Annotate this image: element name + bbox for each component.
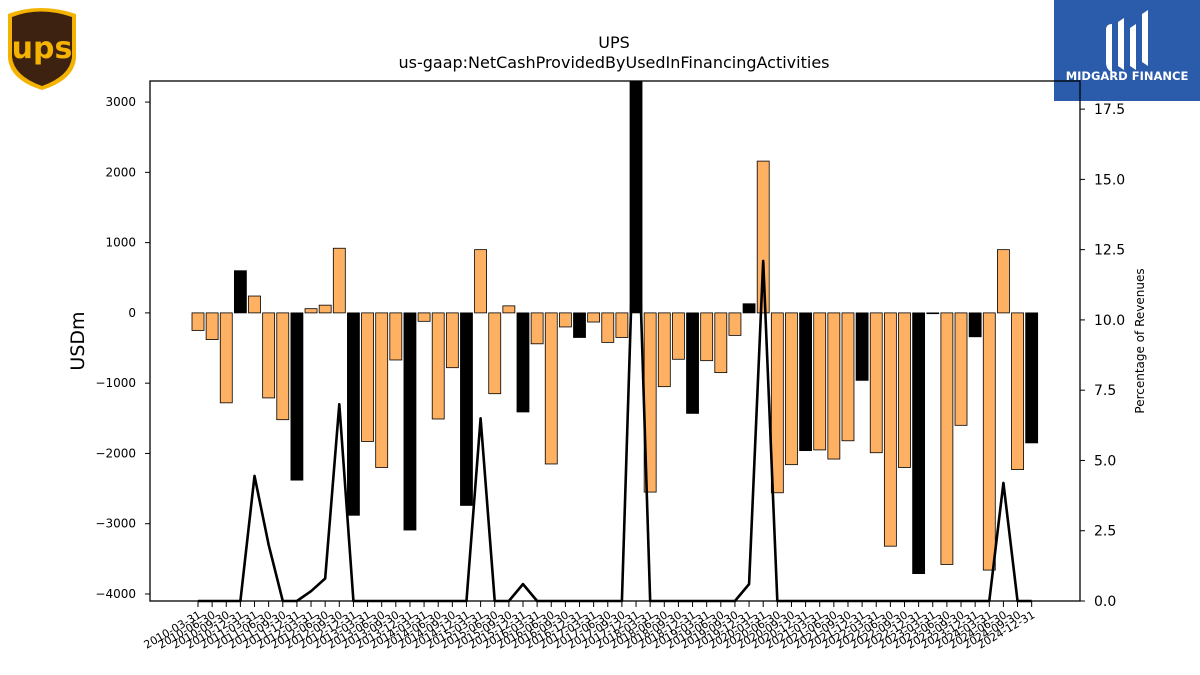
y-axis-right: 0.0 2.5 5.0 7.5 10.0 12.5 15.0 17.5 [1080, 102, 1125, 610]
bar-2011-09-30 [276, 312, 290, 421]
bar-2017-03-31 [587, 312, 601, 323]
y2-tick-label: 5.0 [1094, 453, 1116, 469]
bar-2023-09-30 [954, 312, 968, 426]
bar-2024-09-30 [1011, 312, 1024, 470]
bar-2014-12-31 [460, 312, 473, 506]
bar-2024-06-30 [997, 249, 1010, 314]
bar-2021-03-31 [813, 312, 827, 451]
bar-2014-06-30 [431, 312, 445, 420]
y2-tick-label: 0.0 [1094, 594, 1116, 610]
bar-2019-06-30 [714, 312, 728, 374]
y2-tick-label: 2.5 [1094, 524, 1116, 540]
bar-2018-12-31 [686, 312, 699, 414]
bar-2020-09-30 [785, 312, 798, 466]
bar-2019-09-30 [728, 312, 742, 336]
chart-title: UPS [598, 33, 630, 52]
bar-series [191, 80, 1039, 574]
y-tick-label: −4000 [95, 587, 136, 601]
ups-logo-text: ups [12, 31, 73, 66]
bar-2019-03-31 [700, 312, 714, 362]
bar-2016-06-30 [544, 312, 558, 465]
bar-2018-09-30 [672, 312, 685, 360]
bar-2020-03-31 [756, 160, 770, 314]
bar-2015-12-31 [516, 312, 530, 413]
bar-2010-06-30 [205, 312, 219, 340]
bar-2017-06-30 [601, 312, 615, 343]
bar-2021-09-30 [841, 312, 855, 442]
bar-2013-03-31 [361, 312, 374, 442]
y-tick-label: −2000 [95, 446, 136, 460]
bar-2023-12-31 [968, 312, 982, 338]
bar-2020-12-31 [799, 312, 812, 452]
bar-2014-09-30 [445, 312, 459, 369]
bar-2022-09-30 [898, 312, 911, 468]
bar-2016-12-31 [573, 312, 586, 338]
midgard-logo-icon [1106, 10, 1148, 72]
midgard-badge: MIDGARD FINANCE [1054, 0, 1200, 101]
bar-2016-03-31 [530, 312, 544, 345]
bar-2015-03-31 [474, 249, 488, 314]
y-axis-label: USDm [67, 311, 89, 370]
bar-2010-09-30 [219, 312, 233, 404]
bar-2010-03-31 [191, 312, 205, 331]
bar-2022-12-31 [912, 312, 926, 574]
bar-2013-06-30 [375, 312, 389, 468]
bar-2012-06-30 [318, 304, 332, 314]
bar-2021-12-31 [855, 312, 869, 381]
bar-2015-09-30 [502, 305, 516, 314]
y-tick-label: 0 [128, 306, 136, 320]
bar-2012-09-30 [332, 247, 346, 314]
y2-tick-label: 15.0 [1094, 172, 1125, 188]
bar-2010-12-31 [233, 270, 247, 314]
bar-2024-12-31 [1025, 312, 1039, 444]
y2-tick-label: 7.5 [1094, 383, 1116, 399]
y2-axis-label: Percentage of Revenues [1133, 268, 1147, 413]
bar-2022-03-31 [869, 312, 883, 454]
bar-2018-06-30 [657, 312, 671, 388]
bar-2020-06-30 [770, 312, 784, 494]
y-tick-label: 2000 [105, 165, 136, 179]
bar-2023-03-31 [926, 312, 940, 315]
bar-2013-09-30 [389, 312, 403, 361]
bar-2011-12-31 [290, 312, 304, 481]
bar-2019-12-31 [742, 303, 756, 314]
bar-2024-03-31 [982, 312, 996, 571]
bar-2011-06-30 [262, 312, 276, 399]
midgard-badge-text: MIDGARD FINANCE [1066, 69, 1189, 83]
bar-2014-03-31 [417, 312, 431, 322]
y-tick-label: −3000 [95, 517, 136, 531]
x-axis: 2010-03-312010-06-302010-09-302010-12-31… [142, 601, 1037, 652]
bar-2021-06-30 [827, 312, 841, 460]
bar-2015-06-30 [488, 312, 502, 395]
bar-2012-12-31 [347, 312, 360, 516]
y2-tick-label: 17.5 [1094, 102, 1125, 118]
chart-subtitle: us-gaap:NetCashProvidedByUsedInFinancing… [398, 53, 829, 72]
plot-frame [149, 80, 1081, 602]
bar-2011-03-31 [248, 295, 261, 314]
ups-logo: ups [8, 8, 76, 90]
y-tick-label: 3000 [105, 95, 136, 109]
bar-2022-06-30 [883, 312, 897, 547]
y-axis-left: −4000 −3000 −2000 −1000 0 1000 2000 3000 [95, 95, 150, 601]
y2-tick-label: 12.5 [1094, 243, 1125, 259]
bar-2017-09-30 [615, 312, 629, 338]
bar-2012-03-31 [304, 308, 318, 314]
y-tick-label: −1000 [95, 376, 136, 390]
y2-tick-label: 10.0 [1094, 313, 1125, 329]
bar-2013-12-31 [403, 312, 417, 531]
bar-2016-09-30 [558, 312, 572, 328]
y-tick-label: 1000 [105, 236, 136, 250]
bar-2023-06-30 [940, 312, 954, 565]
